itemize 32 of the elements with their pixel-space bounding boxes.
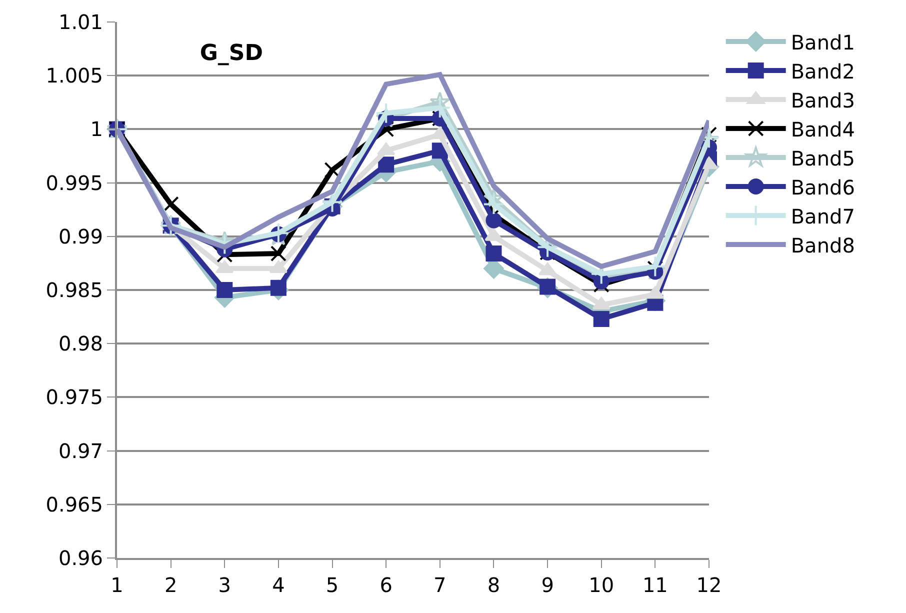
legend-label: Band3 [790,88,855,112]
legend-label: Band8 [790,233,855,258]
y-tick-label: 0.97 [58,438,103,463]
y-tick-label: 0.995 [46,170,103,195]
x-tick-label: 6 [380,573,392,597]
legend-label: Band1 [790,30,855,54]
x-tick-label: 3 [218,573,232,597]
x-tick-label: 11 [642,573,668,597]
legend-label: Band4 [790,117,855,142]
y-tick-label: 0.99 [58,224,103,248]
y-tick-label: 1 [90,117,103,142]
x-tick-label: 12 [696,573,722,597]
y-tick-label: 0.985 [46,278,103,302]
x-tick-label: 9 [541,573,554,597]
x-tick-label: 8 [487,573,500,597]
text: G_SD [200,40,264,66]
x-tick-label: 2 [164,573,178,597]
legend-label: Band7 [790,204,855,228]
y-tick-label: 0.965 [46,492,103,516]
y-tick-label: 0.96 [58,546,103,570]
y-tick-label: 0.975 [46,385,103,410]
legend-label: Band5 [790,146,855,170]
legend-label: Band2 [790,59,855,84]
x-tick-label: 5 [326,573,339,597]
x-tick-label: 1 [110,573,124,597]
y-tick-label: 0.98 [58,332,103,356]
y-tick-label: 1.01 [58,10,103,34]
x-tick-label: 10 [588,573,614,597]
legend-label: Band6 [790,175,855,200]
y-tick-label: 1.005 [46,64,103,88]
x-tick-label: 4 [272,573,285,597]
x-tick-label: 7 [434,573,446,597]
